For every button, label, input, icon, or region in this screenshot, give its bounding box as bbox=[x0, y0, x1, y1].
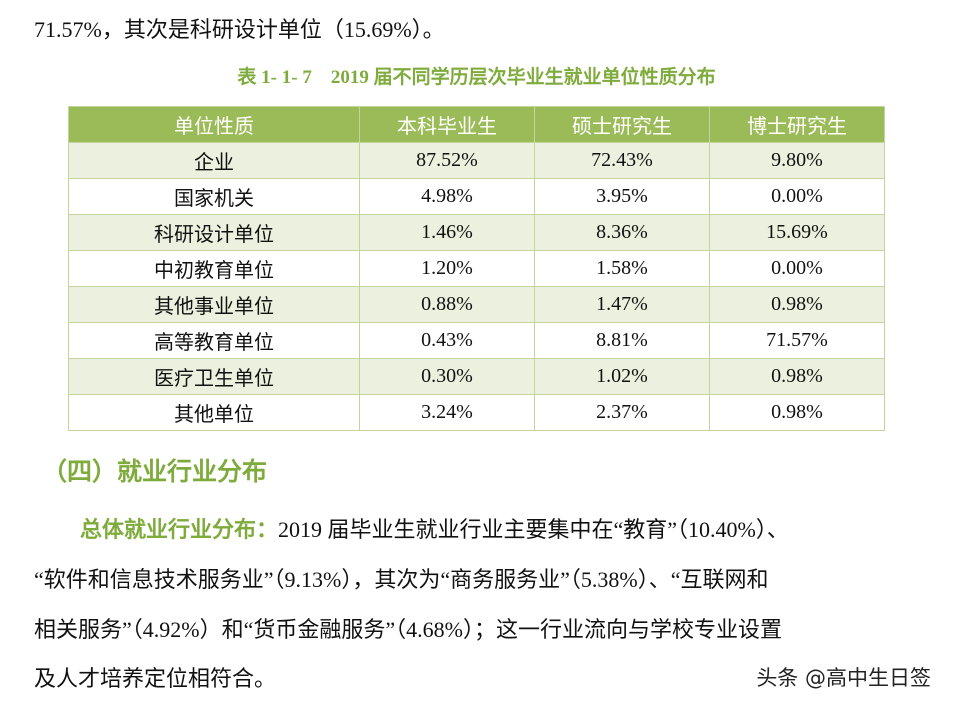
table-cell: 1.02% bbox=[534, 358, 710, 395]
table-cell: 0.00% bbox=[709, 250, 885, 287]
table-cell: 0.98% bbox=[709, 394, 885, 431]
table-cell: 15.69% bbox=[709, 214, 885, 251]
table-caption: 表 1- 1- 7 2019 届不同学历层次毕业生就业单位性质分布 bbox=[237, 67, 716, 88]
table-cell: 87.52% bbox=[359, 142, 535, 179]
table-cell: 1.47% bbox=[534, 286, 710, 323]
header-cell: 本科毕业生 bbox=[359, 106, 535, 143]
row-label: 企业 bbox=[68, 142, 360, 179]
table-cell: 72.43% bbox=[534, 142, 710, 179]
table-row: 中初教育单位 1.20% 1.58% 0.00% bbox=[68, 250, 885, 287]
table-cell: 0.98% bbox=[709, 286, 885, 323]
table-row: 高等教育单位 0.43% 8.81% 71.57% bbox=[68, 322, 885, 359]
table-cell: 8.36% bbox=[534, 214, 710, 251]
row-label: 国家机关 bbox=[68, 178, 360, 215]
table-cell: 71.57% bbox=[709, 322, 885, 359]
watermark: 头条 @高中生日签 bbox=[756, 666, 931, 690]
intro-line: 71.57%，其次是科研设计单位（15.69%）。 bbox=[34, 17, 445, 42]
row-label: 高等教育单位 bbox=[68, 322, 360, 359]
table-cell: 0.43% bbox=[359, 322, 535, 359]
table-row: 医疗卫生单位 0.30% 1.02% 0.98% bbox=[68, 358, 885, 395]
row-label: 医疗卫生单位 bbox=[68, 358, 360, 395]
table-cell: 8.81% bbox=[534, 322, 710, 359]
table-cell: 3.24% bbox=[359, 394, 535, 431]
header-cell: 单位性质 bbox=[68, 106, 360, 143]
section-heading: （四）就业行业分布 bbox=[42, 457, 268, 486]
table-cell: 4.98% bbox=[359, 178, 535, 215]
paragraph-lead: 总体就业行业分布： bbox=[80, 517, 279, 542]
table-row: 其他单位 3.24% 2.37% 0.98% bbox=[68, 394, 885, 431]
header-cell: 硕士研究生 bbox=[534, 106, 710, 143]
table-cell: 9.80% bbox=[709, 142, 885, 179]
row-label: 其他事业单位 bbox=[68, 286, 360, 323]
paragraph-line: 及人才培养定位相符合。 bbox=[34, 666, 277, 691]
table-cell: 1.58% bbox=[534, 250, 710, 287]
table-cell: 0.88% bbox=[359, 286, 535, 323]
table-cell: 3.95% bbox=[534, 178, 710, 215]
paragraph-line: 相关服务”（4.92%）和“货币金融服务”（4.68%）；这一行业流向与学校专业… bbox=[34, 617, 782, 642]
table-cell: 0.98% bbox=[709, 358, 885, 395]
row-label: 中初教育单位 bbox=[68, 250, 360, 287]
paragraph-text: 2019 届毕业生就业行业主要集中在“教育”（10.40%）、 bbox=[278, 517, 789, 542]
table-row: 科研设计单位 1.46% 8.36% 15.69% bbox=[68, 214, 885, 251]
paragraph-line: “软件和信息技术服务业”（9.13%），其次为“商务服务业”（5.38%）、“互… bbox=[34, 567, 769, 592]
row-label: 科研设计单位 bbox=[68, 214, 360, 251]
table-row: 其他事业单位 0.88% 1.47% 0.98% bbox=[68, 286, 885, 323]
paragraph-line: 总体就业行业分布：2019 届毕业生就业行业主要集中在“教育”（10.40%）、 bbox=[80, 512, 789, 544]
table-cell: 0.30% bbox=[359, 358, 535, 395]
data-table: 单位性质 本科毕业生 硕士研究生 博士研究生 企业 87.52% 72.43% 9.80% 国家… bbox=[68, 106, 885, 431]
table-row: 国家机关 4.98% 3.95% 0.00% bbox=[68, 178, 885, 215]
header-cell: 博士研究生 bbox=[709, 106, 885, 143]
table-cell: 2.37% bbox=[534, 394, 710, 431]
table-cell: 1.46% bbox=[359, 214, 535, 251]
row-label: 其他单位 bbox=[68, 394, 360, 431]
table-row: 企业 87.52% 72.43% 9.80% bbox=[68, 142, 885, 179]
table-cell: 0.00% bbox=[709, 178, 885, 215]
header-row: 单位性质 本科毕业生 硕士研究生 博士研究生 bbox=[68, 106, 885, 143]
table-cell: 1.20% bbox=[359, 250, 535, 287]
